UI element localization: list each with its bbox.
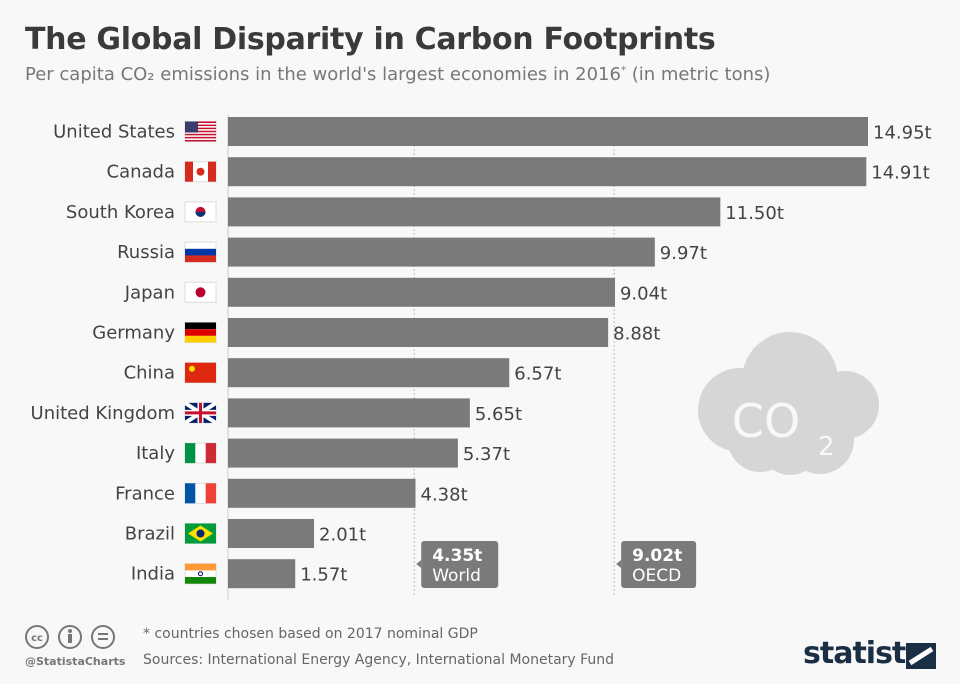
category-label: Japan <box>124 282 175 303</box>
category-label: Canada <box>107 162 176 183</box>
category-label: China <box>124 363 175 384</box>
statista-logo[interactable]: statista <box>803 636 926 671</box>
reference-name: OECD <box>632 566 681 586</box>
category-label: Brazil <box>125 524 175 545</box>
flag-icon <box>184 281 217 303</box>
bar-row: South Korea 11.50t <box>66 197 784 227</box>
co2-icon-text: CO <box>732 394 800 448</box>
bar-row: United States 14.95t <box>53 117 932 146</box>
category-label: Russia <box>117 242 175 263</box>
value-label: 11.50t <box>725 203 784 224</box>
value-label: 14.95t <box>873 123 932 144</box>
flag-icon <box>183 401 218 425</box>
value-label: 8.88t <box>613 324 660 345</box>
category-label: United States <box>53 122 175 143</box>
bar-row: United Kingdom 5.65t <box>31 398 522 428</box>
chart-subtitle: Per capita CO₂ emissions in the world's … <box>25 64 770 85</box>
category-label: United Kingdom <box>31 403 175 424</box>
value-label: 2.01t <box>319 525 366 546</box>
bar-row: Russia 9.97t <box>117 237 707 267</box>
value-label: 14.91t <box>871 163 930 184</box>
chart-title: The Global Disparity in Carbon Footprint… <box>25 22 716 57</box>
bar <box>228 398 470 428</box>
flag-icon <box>184 442 217 464</box>
flag-icon <box>184 563 217 585</box>
bar <box>228 519 315 548</box>
sources: Sources: International Energy Agency, In… <box>143 652 615 668</box>
value-label: 6.57t <box>514 364 561 385</box>
category-label: Germany <box>92 323 175 344</box>
bar-row: Canada 14.91t <box>107 157 930 187</box>
by-icon <box>58 625 82 649</box>
subtitle-footnote-mark: * <box>620 65 626 76</box>
logo-text: statista <box>803 636 926 671</box>
twitter-handle: @StatistaCharts <box>25 655 126 668</box>
bar-row: Germany 8.88t <box>92 318 660 347</box>
value-label: 4.38t <box>421 484 468 505</box>
bar <box>228 157 867 187</box>
reference-value: 9.02t <box>632 546 682 566</box>
bar-row: China 6.57t <box>124 358 561 388</box>
bar <box>228 478 416 508</box>
cc-icon <box>25 625 49 649</box>
flag-icon <box>184 241 217 263</box>
reference-name: World <box>432 566 481 586</box>
flag-icon <box>184 201 217 223</box>
flag-icon <box>184 482 217 504</box>
reference-value: 4.35t <box>432 546 482 566</box>
co2-icon-subscript: 2 <box>818 432 835 462</box>
flag-icon <box>184 121 217 142</box>
bar-row: France 4.38t <box>115 478 468 508</box>
subtitle-unit: (in metric tons) <box>625 64 771 85</box>
bar <box>228 237 655 267</box>
bar-row: India 1.57t <box>131 559 347 589</box>
value-label: 5.37t <box>463 444 510 465</box>
bar <box>228 117 868 146</box>
bar-row: Brazil 2.01t <box>125 519 366 548</box>
category-label: South Korea <box>66 202 175 223</box>
flag-icon <box>184 362 217 384</box>
flag-icon <box>184 161 217 183</box>
bar <box>228 358 510 388</box>
bar-row: Italy 5.37t <box>136 438 510 468</box>
category-label: Italy <box>136 443 175 464</box>
bar-row: Japan 9.04t <box>124 277 667 307</box>
bar <box>228 559 296 589</box>
subtitle-text: Per capita CO₂ emissions in the world's … <box>25 64 621 85</box>
value-label: 9.97t <box>660 243 707 264</box>
category-label: India <box>131 564 175 585</box>
nd-icon <box>91 625 115 649</box>
value-label: 1.57t <box>300 565 347 586</box>
cc-license-icons: cc <box>25 625 115 649</box>
category-label: France <box>115 483 175 504</box>
flag-icon <box>184 322 217 343</box>
co2-cloud-icon: CO 2 <box>698 332 879 475</box>
flag-icon <box>184 523 217 544</box>
value-label: 5.65t <box>475 404 522 425</box>
statista-logo-icon <box>906 643 936 669</box>
value-label: 9.04t <box>620 283 667 304</box>
svg-text:cc: cc <box>31 633 43 644</box>
bar <box>228 277 615 307</box>
footnote: * countries chosen based on 2017 nominal… <box>143 626 478 642</box>
bar <box>228 197 721 227</box>
bar <box>228 438 458 468</box>
bar <box>228 318 609 347</box>
